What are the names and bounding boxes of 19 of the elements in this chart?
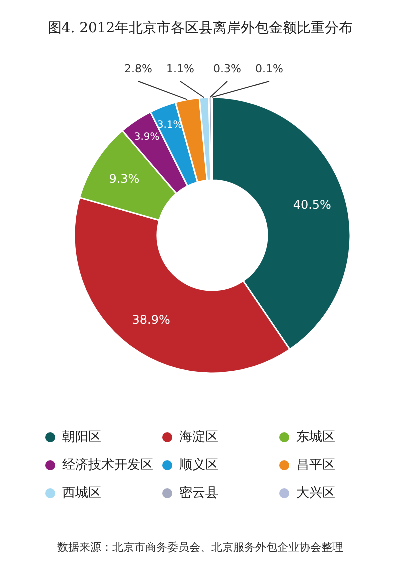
data-label: 40.5%	[293, 198, 332, 212]
chart-title: 图4. 2012年北京市各区县离岸外包金额比重分布	[48, 20, 354, 36]
legend-label: 昌平区	[296, 458, 336, 473]
data-label: 0.1%	[256, 62, 284, 76]
legend-label: 西城区	[62, 486, 102, 501]
legend-label: 顺义区	[180, 458, 218, 473]
data-label: 9.3%	[109, 172, 140, 186]
legend-label: 海淀区	[180, 430, 218, 445]
data-label: 1.1%	[166, 62, 194, 76]
data-label: 2.8%	[124, 62, 152, 76]
data-label: 38.9%	[132, 313, 170, 328]
legend-label: 朝阳区	[62, 430, 102, 445]
legend-label: 密云县	[180, 486, 218, 501]
data-label: 3.9%	[134, 132, 160, 143]
legend-label: 东城区	[296, 430, 336, 445]
source-note: 数据来源：北京市商务委员会、北京服务外包企业协会整理	[58, 541, 344, 554]
legend-label: 大兴区	[296, 486, 336, 501]
data-label: 0.3%	[214, 62, 242, 76]
legend-label: 经济技术开发区	[62, 458, 154, 473]
